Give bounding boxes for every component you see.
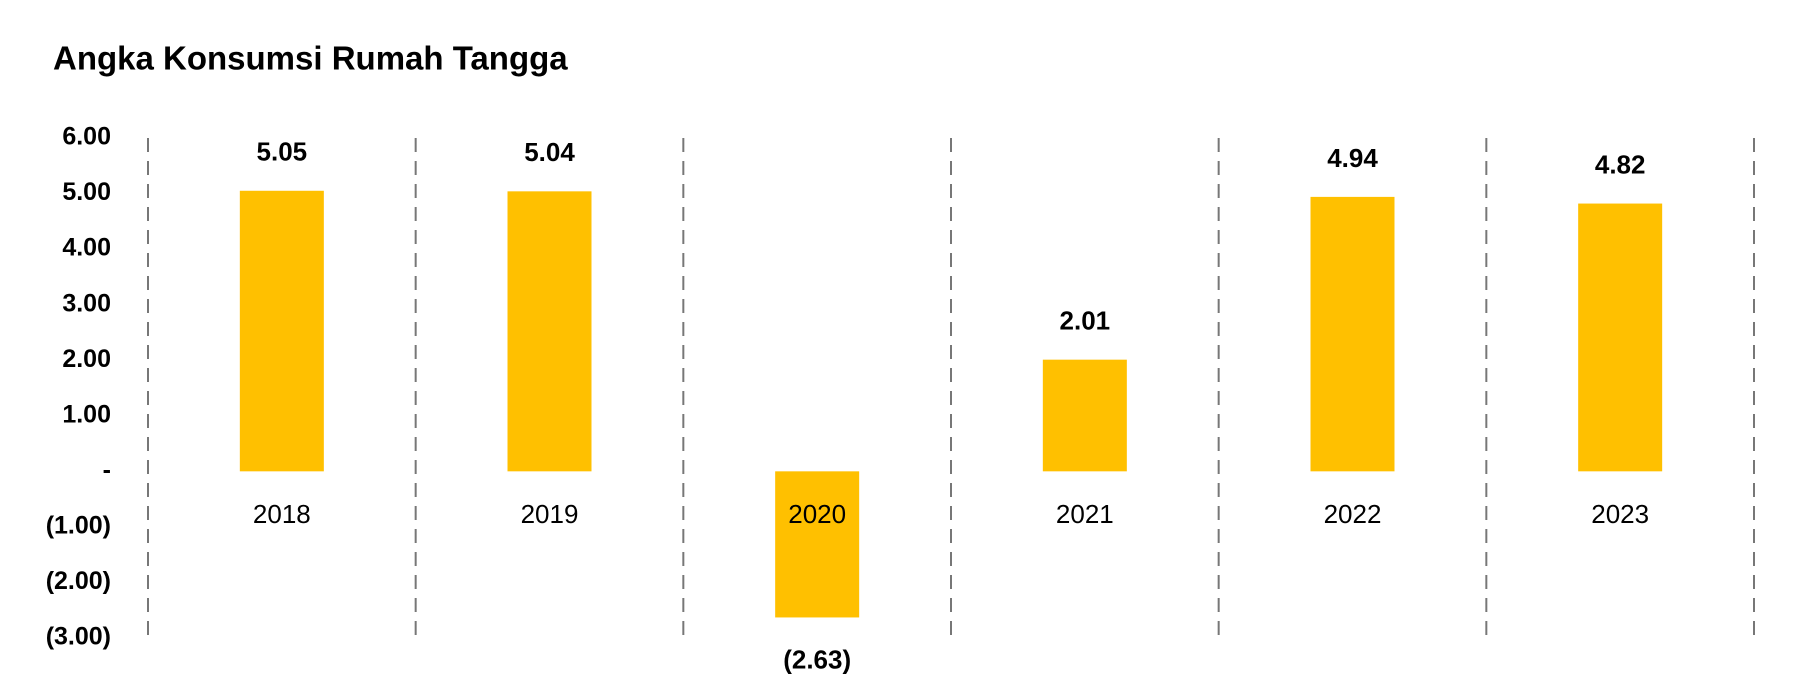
bar (239, 190, 324, 472)
y-tick-label: 6.00 (62, 123, 111, 151)
y-tick-label: 3.00 (62, 289, 111, 317)
bar (1310, 196, 1395, 472)
y-tick-label: 2.00 (62, 345, 111, 373)
y-tick-label: (2.00) (46, 567, 111, 595)
y-tick-label: 1.00 (62, 400, 111, 428)
value-label: 4.94 (1327, 143, 1378, 173)
bar (507, 191, 592, 472)
chart-title: Angka Konsumsi Rumah Tangga (53, 40, 568, 77)
y-tick-label: (1.00) (46, 511, 111, 539)
value-label: 4.82 (1595, 149, 1646, 179)
bar (1578, 203, 1663, 472)
value-label: (2.63) (783, 644, 851, 674)
x-tick-label: 2020 (788, 499, 846, 529)
value-label: 5.05 (257, 137, 308, 167)
x-tick-label: 2019 (521, 499, 579, 529)
bar (775, 471, 860, 618)
x-tick-label: 2021 (1056, 499, 1114, 529)
x-tick-label: 2023 (1591, 499, 1649, 529)
value-label: 2.01 (1060, 306, 1111, 336)
y-tick-label: 4.00 (62, 234, 111, 262)
y-tick-label: 5.00 (62, 178, 111, 206)
y-tick-label: - (103, 456, 111, 484)
y-tick-label: (3.00) (46, 623, 111, 651)
bar (1042, 359, 1127, 472)
x-tick-label: 2022 (1324, 499, 1382, 529)
x-tick-label: 2018 (253, 499, 311, 529)
value-label: 5.04 (524, 137, 575, 167)
